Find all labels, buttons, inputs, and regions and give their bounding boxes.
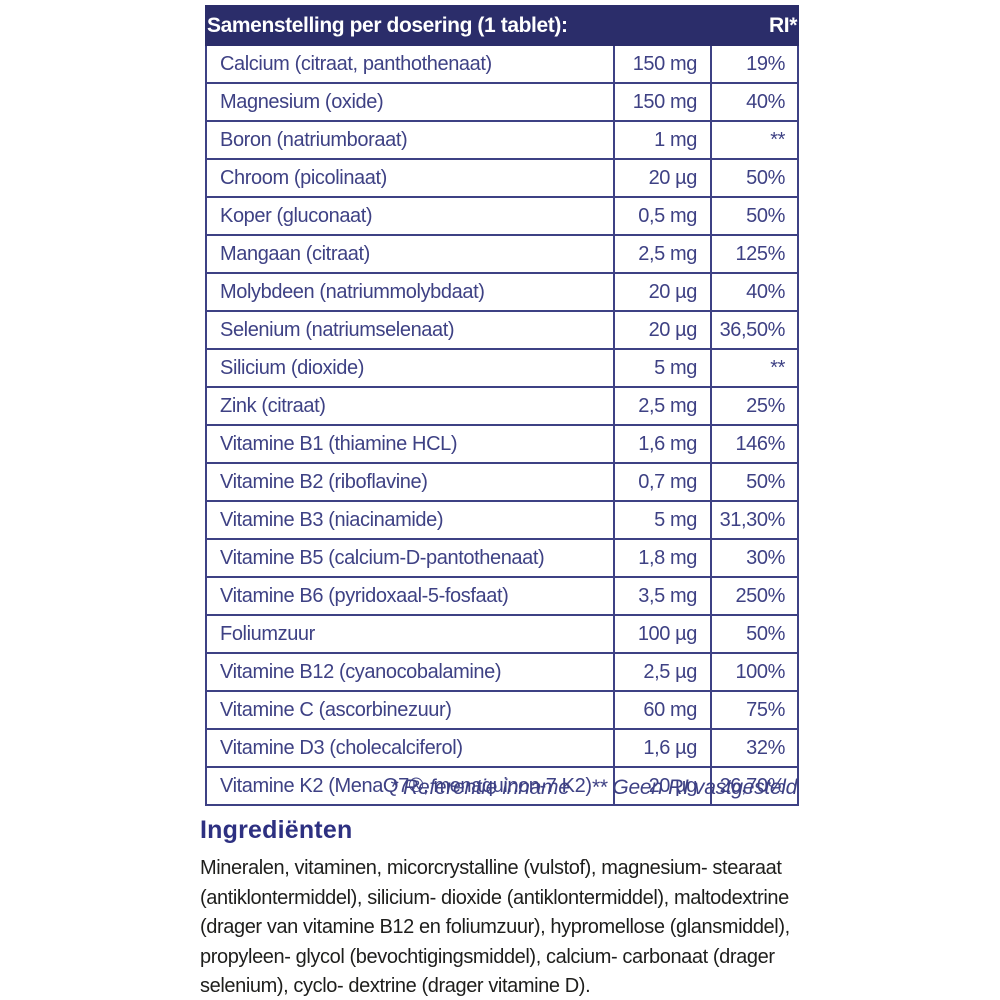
table-row: Selenium (natriumselenaat) 20 µg 36,50% <box>205 310 800 350</box>
table-row: Vitamine B5 (calcium-D-pantothenaat) 1,8 … <box>205 538 800 578</box>
row-amount: 2,5 µg <box>612 652 713 692</box>
row-ri: 100% <box>710 652 800 692</box>
table-footnote: * Referentie inname ** Geen RI vastgeste… <box>205 776 798 800</box>
row-ri: ** <box>710 120 800 160</box>
row-name: Vitamine B3 (niacinamide) <box>205 500 615 540</box>
row-name: Vitamine B12 (cyanocobalamine) <box>205 652 615 692</box>
table-row: Vitamine B1 (thiamine HCL) 1,6 mg 146% <box>205 424 800 464</box>
row-ri: 125% <box>710 234 800 274</box>
row-amount: 100 µg <box>612 614 713 654</box>
row-ri: 36,50% <box>710 310 800 350</box>
table-row: Calcium (citraat, panthothenaat) 150 mg 19… <box>205 44 800 84</box>
row-amount: 5 mg <box>612 348 713 388</box>
row-amount: 1,6 µg <box>612 728 713 768</box>
table-row: Vitamine B2 (riboflavine) 0,7 mg 50% <box>205 462 800 502</box>
table-row: Magnesium (oxide) 150 mg 40% <box>205 82 800 122</box>
table-row: Chroom (picolinaat) 20 µg 50% <box>205 158 800 198</box>
ingredients-heading: Ingrediënten <box>200 816 353 844</box>
row-amount: 2,5 mg <box>612 234 713 274</box>
row-ri: 25% <box>710 386 800 426</box>
row-name: Vitamine B1 (thiamine HCL) <box>205 424 615 464</box>
row-ri: 146% <box>710 424 800 464</box>
ingredients-text: Mineralen, vitaminen, micorcrystalline (… <box>200 857 790 997</box>
table-row: Zink (citraat) 2,5 mg 25% <box>205 386 800 426</box>
table-row: Vitamine K2 (MenaQ7®, menaquinon-7 K2) 20… <box>205 766 800 806</box>
row-ri: 50% <box>710 614 800 654</box>
table-row: Foliumzuur 100 µg 50% <box>205 614 800 654</box>
table-row: Vitamine B12 (cyanocobalamine) 2,5 µg 100% <box>205 652 800 692</box>
row-name: Selenium (natriumselenaat) <box>205 310 615 350</box>
row-name: Chroom (picolinaat) <box>205 158 615 198</box>
table-row: Koper (gluconaat) 0,5 mg 50% <box>205 196 800 236</box>
row-amount: 1,8 mg <box>612 538 713 578</box>
row-ri: 40% <box>710 82 800 122</box>
table-row: Molybdeen (natriummolybdaat) 20 µg 40% <box>205 272 800 312</box>
row-name: Foliumzuur <box>205 614 615 654</box>
row-ri: 50% <box>710 158 800 198</box>
row-amount: 20 µg <box>612 766 713 806</box>
row-ri: 32% <box>710 728 800 768</box>
row-amount: 0,7 mg <box>612 462 713 502</box>
row-amount: 150 mg <box>612 44 713 84</box>
table-row: Mangaan (citraat) 2,5 mg 125% <box>205 234 800 274</box>
table-body: Calcium (citraat, panthothenaat) 150 mg 19… <box>205 44 800 806</box>
table-row: Vitamine B6 (pyridoxaal-5-fosfaat) 3,5 mg… <box>205 576 800 616</box>
row-amount: 0,5 mg <box>612 196 713 236</box>
row-name: Boron (natriumboraat) <box>205 120 615 160</box>
footnote-no-ri-set: ** Geen RI vastgesteld <box>591 776 797 799</box>
row-name: Molybdeen (natriummolybdaat) <box>205 272 615 312</box>
footnote-reference-intake: * Referentie inname <box>389 776 570 799</box>
ri-column-header: RI* <box>710 5 800 46</box>
row-ri: 50% <box>710 462 800 502</box>
row-name: Magnesium (oxide) <box>205 82 615 122</box>
row-ri: 31,30% <box>710 500 800 540</box>
row-name: Koper (gluconaat) <box>205 196 615 236</box>
row-ri: ** <box>710 348 800 388</box>
row-name: Vitamine D3 (cholecalciferol) <box>205 728 615 768</box>
row-ri: 40% <box>710 272 800 312</box>
row-amount: 3,5 mg <box>612 576 713 616</box>
row-name: Vitamine K2 (MenaQ7®, menaquinon-7 K2) <box>205 766 615 806</box>
table-row: Vitamine D3 (cholecalciferol) 1,6 µg 32% <box>205 728 800 768</box>
row-ri: 75% <box>710 690 800 730</box>
row-ri: 50% <box>710 196 800 236</box>
row-amount: 150 mg <box>612 82 713 122</box>
row-name: Vitamine B5 (calcium-D-pantothenaat) <box>205 538 615 578</box>
table-row: Vitamine B3 (niacinamide) 5 mg 31,30% <box>205 500 800 540</box>
row-amount: 2,5 mg <box>612 386 713 426</box>
row-name: Vitamine B2 (riboflavine) <box>205 462 615 502</box>
table-row: Silicium (dioxide) 5 mg ** <box>205 348 800 388</box>
row-amount: 1,6 mg <box>612 424 713 464</box>
row-name: Mangaan (citraat) <box>205 234 615 274</box>
row-ri: 250% <box>710 576 800 616</box>
row-name: Silicium (dioxide) <box>205 348 615 388</box>
row-amount: 60 mg <box>612 690 713 730</box>
table-title: Samenstelling per dosering (1 tablet): <box>204 5 713 46</box>
table-row: Vitamine C (ascorbinezuur) 60 mg 75% <box>205 690 800 730</box>
row-amount: 20 µg <box>612 272 713 312</box>
row-amount: 5 mg <box>612 500 713 540</box>
row-name: Zink (citraat) <box>205 386 615 426</box>
table-row: Boron (natriumboraat) 1 mg ** <box>205 120 800 160</box>
composition-table: Samenstelling per dosering (1 tablet): R… <box>204 5 800 806</box>
row-ri: 19% <box>710 44 800 84</box>
row-name: Calcium (citraat, panthothenaat) <box>205 44 615 84</box>
row-ri: 26,70% <box>710 766 800 806</box>
table-header-row: Samenstelling per dosering (1 tablet): R… <box>204 5 800 46</box>
row-ri: 30% <box>710 538 800 578</box>
row-amount: 1 mg <box>612 120 713 160</box>
row-name: Vitamine C (ascorbinezuur) <box>205 690 615 730</box>
row-name: Vitamine B6 (pyridoxaal-5-fosfaat) <box>205 576 615 616</box>
row-amount: 20 µg <box>612 310 713 350</box>
row-amount: 20 µg <box>612 158 713 198</box>
